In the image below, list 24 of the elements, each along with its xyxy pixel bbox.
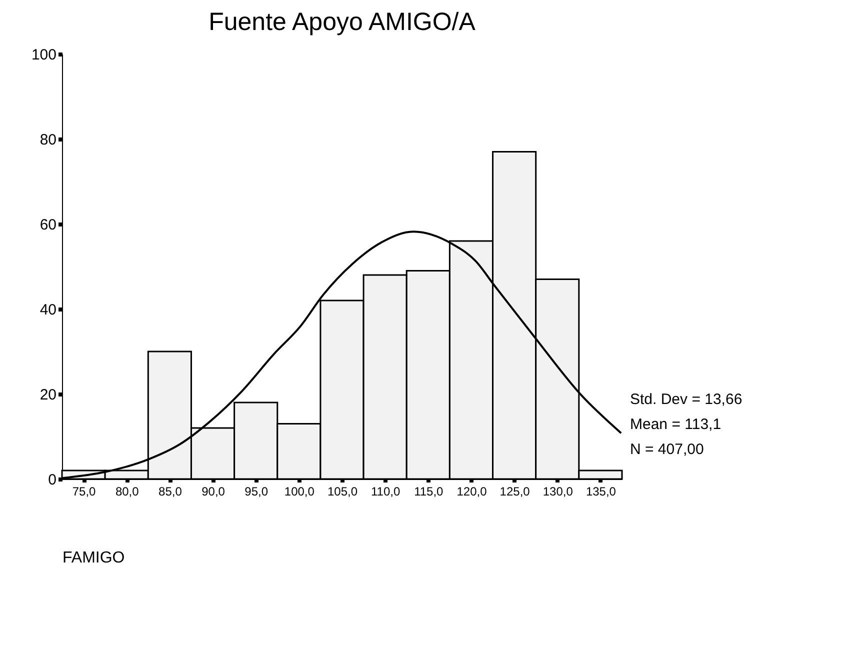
y-tick-label: 60 (40, 216, 56, 234)
x-tick-label: 115,0 (414, 484, 444, 498)
y-tick-label: 0 (48, 472, 56, 488)
x-tick-label: 110,0 (371, 484, 400, 498)
y-tick-label: 20 (40, 386, 56, 404)
x-tick-label: 90,0 (202, 484, 226, 498)
x-axis-title: FAMIGO (62, 550, 125, 566)
x-tick-label: 125,0 (500, 484, 530, 498)
x-tick-label: 120,0 (456, 484, 488, 498)
y-tick-label: 80 (40, 132, 56, 148)
text: N = 407,00 (630, 441, 704, 458)
x-tick-label: 105,0 (327, 484, 358, 498)
x-tick-label: 95,0 (244, 484, 268, 498)
text: Std. Dev = 13,66 (630, 391, 742, 408)
x-tick-label: 135,0 (586, 484, 616, 498)
x-tick-label: 100,0 (284, 484, 315, 498)
y-tick-label: 40 (40, 302, 56, 318)
x-tick-label: 85,0 (158, 484, 182, 498)
text: Mean = 113,1 (630, 416, 722, 433)
x-tick-label: 130,0 (542, 484, 574, 498)
x-tick-label: 75,0 (72, 484, 96, 498)
x-tick-label: 80,0 (115, 484, 140, 498)
chart-title: Fuente Apoyo AMIGO/A (208, 8, 476, 36)
y-tick-label: 100 (31, 46, 56, 64)
